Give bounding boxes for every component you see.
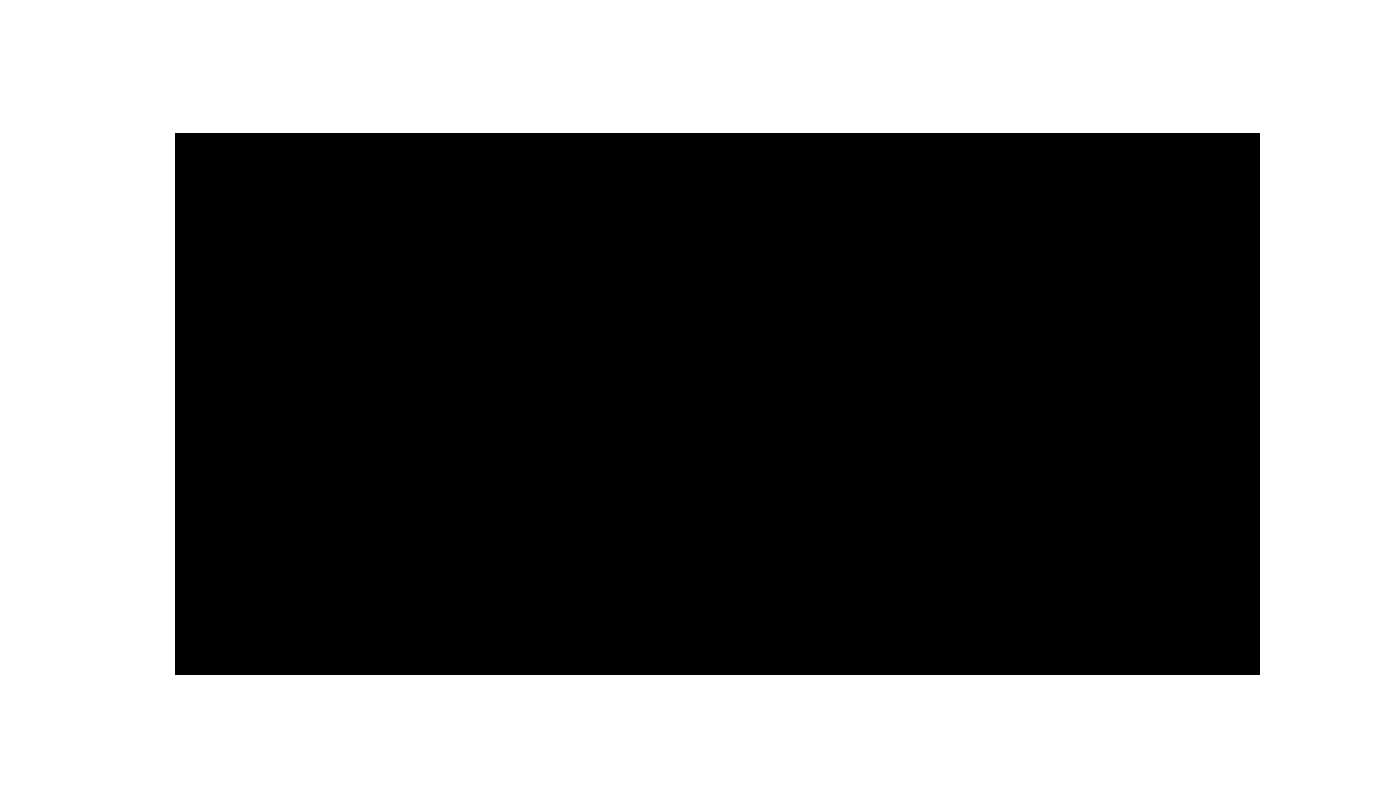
- word-cloud-canvas: [175, 133, 1260, 675]
- word-cloud: [175, 133, 1260, 675]
